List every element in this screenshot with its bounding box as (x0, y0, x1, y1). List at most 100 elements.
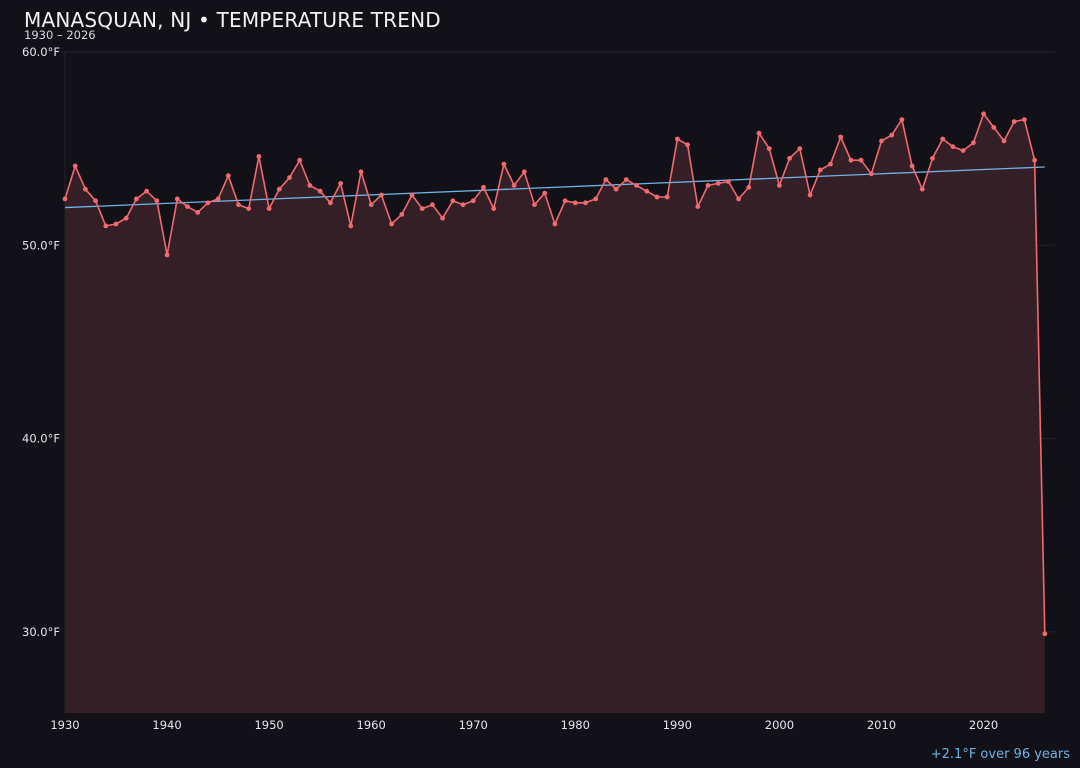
data-point (511, 183, 517, 188)
data-point (940, 136, 946, 142)
data-point (419, 206, 425, 212)
data-point (205, 200, 211, 206)
y-tick-label: 60.0°F (22, 45, 60, 59)
data-point (72, 163, 78, 169)
y-tick-label: 30.0°F (22, 625, 60, 639)
data-point (756, 130, 762, 136)
data-point (481, 184, 486, 190)
data-point (440, 215, 445, 221)
data-point (297, 157, 303, 163)
data-point (154, 198, 160, 204)
data-point (103, 223, 109, 229)
x-tick-label: 1930 (50, 718, 79, 732)
data-point (164, 252, 170, 258)
data-point (521, 169, 527, 175)
data-point (807, 192, 813, 198)
data-point (1042, 631, 1048, 637)
data-point (909, 163, 915, 169)
data-point (552, 221, 558, 227)
data-point (971, 140, 976, 146)
data-point (93, 198, 98, 204)
data-point (654, 194, 660, 200)
x-tick-label: 2010 (867, 718, 896, 732)
data-point (134, 196, 139, 202)
data-point (919, 186, 925, 192)
data-point (236, 202, 241, 208)
data-point (338, 181, 343, 186)
data-point (981, 111, 986, 117)
data-point (358, 169, 364, 175)
data-point (991, 125, 997, 130)
data-point (583, 200, 588, 206)
data-point (715, 181, 721, 186)
data-point (899, 117, 905, 122)
data-point (562, 198, 568, 204)
data-point (430, 202, 435, 208)
data-point (409, 192, 415, 198)
data-point (542, 190, 548, 196)
data-point (276, 186, 282, 192)
data-point (766, 146, 772, 152)
chart-title: MANASQUAN, NJ • TEMPERATURE TREND (24, 8, 441, 32)
x-tick-label: 1950 (254, 718, 283, 732)
x-tick-label: 1940 (152, 718, 181, 732)
data-point (144, 188, 150, 194)
data-point (930, 155, 935, 161)
data-point (368, 202, 374, 208)
data-point (123, 215, 129, 221)
data-point (817, 167, 823, 173)
series-area-fill (65, 113, 1045, 714)
data-point (491, 206, 497, 212)
data-point (532, 202, 537, 208)
data-point (879, 138, 884, 144)
data-point (62, 196, 68, 202)
data-point (1011, 119, 1017, 124)
data-point (501, 161, 507, 167)
data-point (1001, 138, 1007, 144)
data-point (450, 198, 456, 204)
data-point (593, 196, 599, 202)
data-point (348, 223, 354, 229)
x-tick-label: 1990 (663, 718, 692, 732)
data-point (787, 155, 792, 161)
data-point (858, 157, 864, 163)
x-tick-label: 1960 (357, 718, 386, 732)
data-point (246, 206, 252, 212)
x-tick-label: 2000 (765, 718, 794, 732)
data-point (634, 183, 639, 188)
data-point (889, 132, 895, 138)
data-point (664, 194, 670, 200)
y-tick-label: 50.0°F (22, 238, 60, 252)
data-point (174, 196, 180, 202)
trend-annotation: +2.1°F over 96 years (930, 747, 1070, 762)
data-point (746, 184, 752, 190)
data-point (389, 221, 394, 227)
data-point (623, 177, 629, 183)
data-point (287, 175, 292, 181)
data-point (256, 154, 262, 159)
x-tick-label: 2020 (969, 718, 998, 732)
data-point (685, 142, 690, 148)
data-point (950, 144, 956, 150)
marker-layer (62, 111, 1048, 637)
data-point (838, 134, 844, 140)
trend-line (64, 166, 1045, 209)
chart-subtitle: 1930 – 2026 (24, 28, 96, 42)
data-point (613, 186, 619, 192)
data-point (328, 200, 333, 206)
data-point (379, 192, 384, 198)
data-point (736, 196, 741, 202)
data-point (603, 177, 609, 183)
data-point (83, 186, 88, 192)
data-point (399, 212, 405, 217)
data-point (726, 179, 731, 184)
data-point (797, 146, 803, 152)
data-point (848, 157, 854, 163)
y-tick-label: 40.0°F (22, 432, 60, 446)
data-point (185, 204, 190, 210)
data-point (460, 202, 466, 208)
trend-layer (64, 166, 1045, 209)
data-point (868, 171, 874, 177)
area-layer (65, 113, 1045, 714)
